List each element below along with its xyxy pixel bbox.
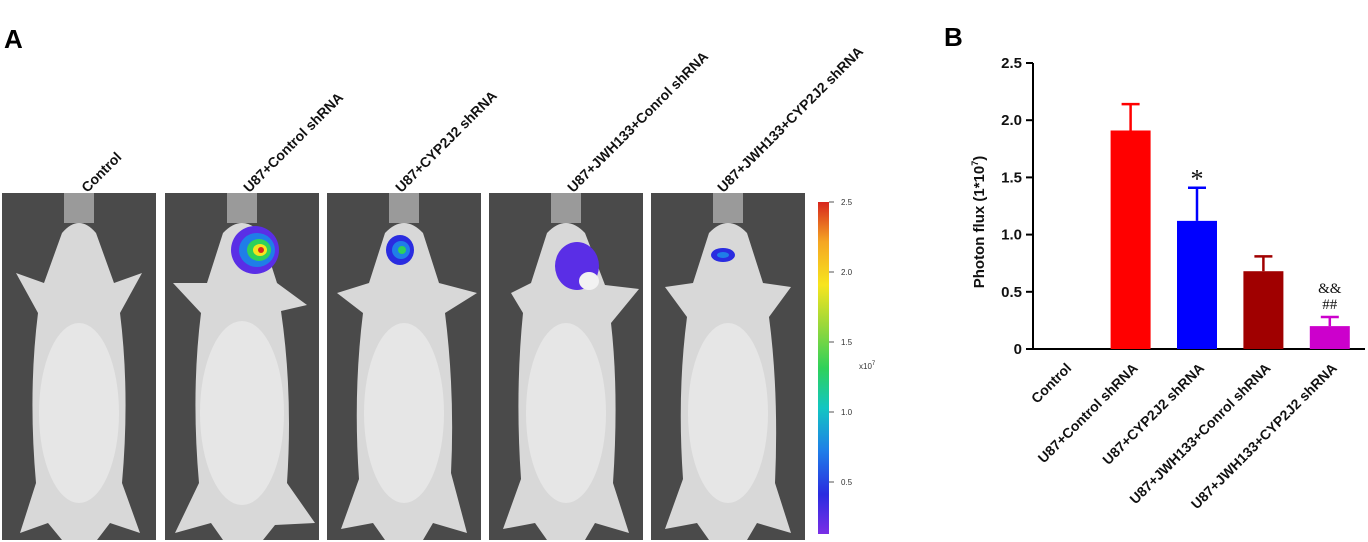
y-tick-label: 0 bbox=[1014, 341, 1022, 358]
y-tick-label: 0.5 bbox=[1001, 284, 1022, 301]
panel-a-label: A bbox=[4, 24, 23, 54]
mouse-image-control bbox=[2, 193, 156, 540]
y-tick-label: 2.5 bbox=[1001, 55, 1022, 72]
y-tick-label: 2.0 bbox=[1001, 112, 1022, 129]
x-tick-label: U87+JWH133+Conrol shRNA bbox=[1126, 360, 1273, 507]
panel-b-label: B bbox=[944, 22, 963, 52]
bar bbox=[1243, 271, 1284, 349]
significance-marker: ## bbox=[1322, 297, 1338, 313]
y-tick-label: 1.0 bbox=[1001, 227, 1022, 244]
mouse-image-u87-jwh-cyp2j2 bbox=[651, 193, 805, 540]
x-tick-label: Control bbox=[1028, 360, 1075, 407]
bar bbox=[1110, 130, 1151, 349]
y-axis-label: Photon flux (1*107) bbox=[970, 156, 988, 289]
significance-marker: * bbox=[1191, 165, 1204, 194]
mouse-image-u87-control bbox=[165, 193, 319, 540]
mouse-image-u87-jwh-control bbox=[489, 193, 643, 540]
mouse-image-u87-cyp2j2 bbox=[327, 193, 481, 540]
bar bbox=[1309, 326, 1350, 349]
x-tick-label: U87+JWH133+CYP2J2 shRNA bbox=[1188, 360, 1340, 512]
y-tick-label: 1.5 bbox=[1001, 169, 1022, 186]
bar bbox=[1177, 220, 1217, 349]
significance-marker: && bbox=[1318, 281, 1342, 297]
